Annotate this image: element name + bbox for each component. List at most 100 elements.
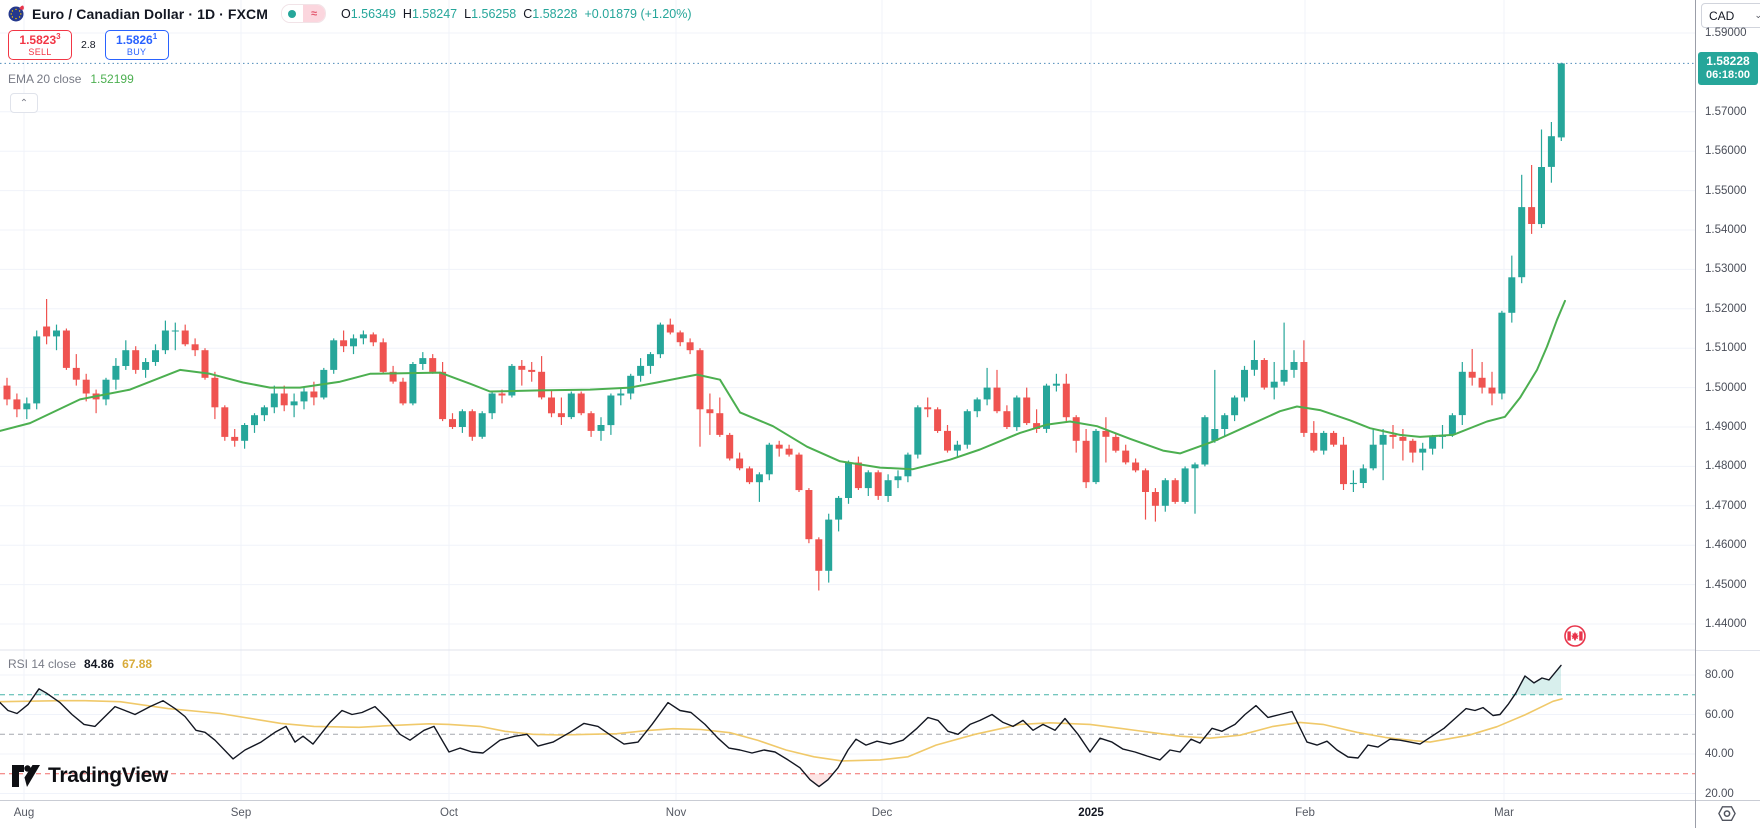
candle: [1547, 136, 1555, 167]
candle: [617, 393, 625, 396]
candle: [825, 519, 833, 571]
candle: [53, 330, 60, 337]
candle: [340, 340, 348, 347]
buy-button[interactable]: 1.58261 BUY: [104, 30, 169, 60]
candle: [478, 413, 486, 437]
candle: [399, 381, 407, 404]
candle: [1409, 440, 1417, 453]
candle: [1171, 480, 1179, 502]
candle: [1043, 385, 1050, 429]
currency-dropdown[interactable]: CAD ⌄: [1701, 3, 1760, 28]
candle: [894, 476, 902, 481]
settings-gear-icon[interactable]: [1716, 804, 1738, 824]
time-axis-label: Nov: [665, 807, 687, 819]
candle: [82, 379, 90, 394]
candle: [43, 326, 51, 337]
candle: [1082, 440, 1090, 483]
candle: [1349, 482, 1357, 485]
sell-button[interactable]: 1.58233 SELL: [8, 30, 72, 60]
change-value: +0.01879 (+1.20%): [584, 6, 692, 21]
time-axis-label: Sep: [230, 807, 252, 819]
candle: [498, 393, 506, 396]
candle: [548, 397, 555, 414]
candle: [379, 342, 387, 372]
price-axis-label: 1.55000: [1705, 184, 1747, 197]
collapse-pane-button[interactable]: ⌃: [10, 93, 38, 113]
candle: [1013, 397, 1021, 428]
candle: [904, 454, 912, 477]
candle: [1369, 444, 1377, 469]
time-axis-label: Oct: [440, 807, 458, 819]
rsi-overbought-fill: [1514, 665, 1561, 695]
pane-separator: [1696, 650, 1760, 651]
ema-legend[interactable]: EMA 20 close 1.52199: [8, 72, 134, 86]
candle: [1429, 436, 1437, 449]
candle: [656, 324, 664, 355]
candle: [518, 365, 526, 370]
candle: [1231, 397, 1239, 416]
candle: [726, 434, 734, 459]
candle: [627, 375, 635, 394]
rsi-legend[interactable]: RSI 14 close 84.86 67.88: [8, 657, 153, 671]
symbol-title[interactable]: Euro / Canadian Dollar · 1D · FXCM: [32, 5, 268, 22]
chevron-up-icon: ⌃: [19, 97, 29, 109]
candle: [1201, 417, 1209, 465]
tradingview-logo[interactable]: TradingView: [12, 763, 168, 789]
candle: [3, 385, 11, 400]
candle: [874, 472, 882, 496]
candle: [1359, 468, 1367, 483]
candle: [161, 330, 169, 351]
candle: [62, 330, 70, 368]
candle: [785, 448, 793, 455]
ema-line: [0, 299, 1566, 471]
candle: [1142, 470, 1149, 492]
candle: [1340, 444, 1347, 485]
rsi-axis-label: 40.00: [1705, 748, 1734, 760]
candle: [944, 430, 951, 451]
market-status-pill[interactable]: ≈: [280, 4, 326, 23]
candle: [1399, 436, 1407, 441]
candle: [1300, 362, 1308, 433]
candle: [835, 497, 843, 520]
candle: [449, 419, 456, 427]
candle: [231, 436, 239, 441]
ema-value: 1.52199: [90, 72, 134, 86]
price-axis-label: 1.49000: [1705, 421, 1747, 433]
candle: [1102, 430, 1110, 437]
candle: [1260, 360, 1268, 388]
candle: [270, 393, 278, 408]
candle: [577, 393, 585, 414]
candle: [1508, 277, 1516, 313]
candle: [1181, 468, 1189, 502]
chart-canvas[interactable]: [0, 0, 1695, 800]
candle: [251, 415, 258, 426]
candle: [221, 407, 229, 437]
price-axis[interactable]: CAD ⌄ 1.58228 06:18:00 1.59000 1.57000 1.5…: [1695, 0, 1760, 828]
price-axis-label: 1.53000: [1705, 263, 1747, 276]
time-axis[interactable]: Aug Sep Oct Nov Dec 2025 Feb Mar: [0, 800, 1695, 829]
low-value: 1.56258: [471, 6, 517, 21]
candle: [746, 468, 753, 483]
symbol-logo-icon: [8, 5, 25, 22]
candle: [1003, 411, 1011, 427]
candle: [934, 409, 942, 431]
price-axis-label: 1.47000: [1705, 499, 1747, 512]
symbol-legend[interactable]: Euro / Canadian Dollar · 1D · FXCM ≈ O1.…: [8, 4, 692, 23]
candle: [963, 411, 971, 445]
price-axis-label: 1.48000: [1705, 460, 1747, 473]
candle: [1389, 434, 1397, 437]
candle: [1161, 480, 1169, 506]
candle: [1033, 423, 1041, 429]
candle: [1052, 383, 1060, 386]
candle: [409, 364, 417, 404]
open-value: 1.56349: [350, 6, 396, 21]
candle: [1062, 383, 1070, 418]
candle: [1320, 432, 1328, 451]
rsi-oversold-fill: [805, 773, 833, 787]
candle: [1132, 462, 1140, 471]
candle: [488, 393, 496, 414]
canada-flag-event-icon[interactable]: [1564, 625, 1586, 647]
candle: [23, 403, 31, 410]
price-axis-label: 1.44000: [1705, 618, 1747, 630]
